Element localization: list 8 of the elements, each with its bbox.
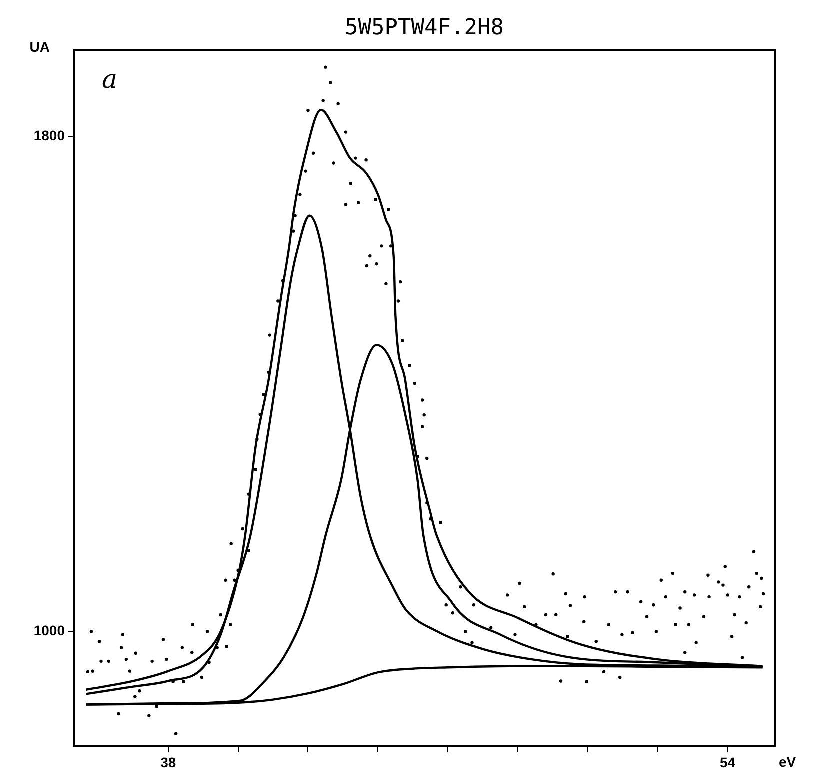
y-tick-label: 1000 <box>34 622 66 639</box>
chart-title: 5W5PTW4F.2H8 <box>345 16 504 41</box>
x-tick-label: 38 <box>160 754 176 770</box>
x-axis-title: eV <box>779 754 797 770</box>
annotation: a <box>102 64 118 95</box>
x-tick-label: 54 <box>720 754 736 770</box>
y-axis-title: UA <box>30 38 50 55</box>
y-tick-label: 1800 <box>34 128 66 144</box>
